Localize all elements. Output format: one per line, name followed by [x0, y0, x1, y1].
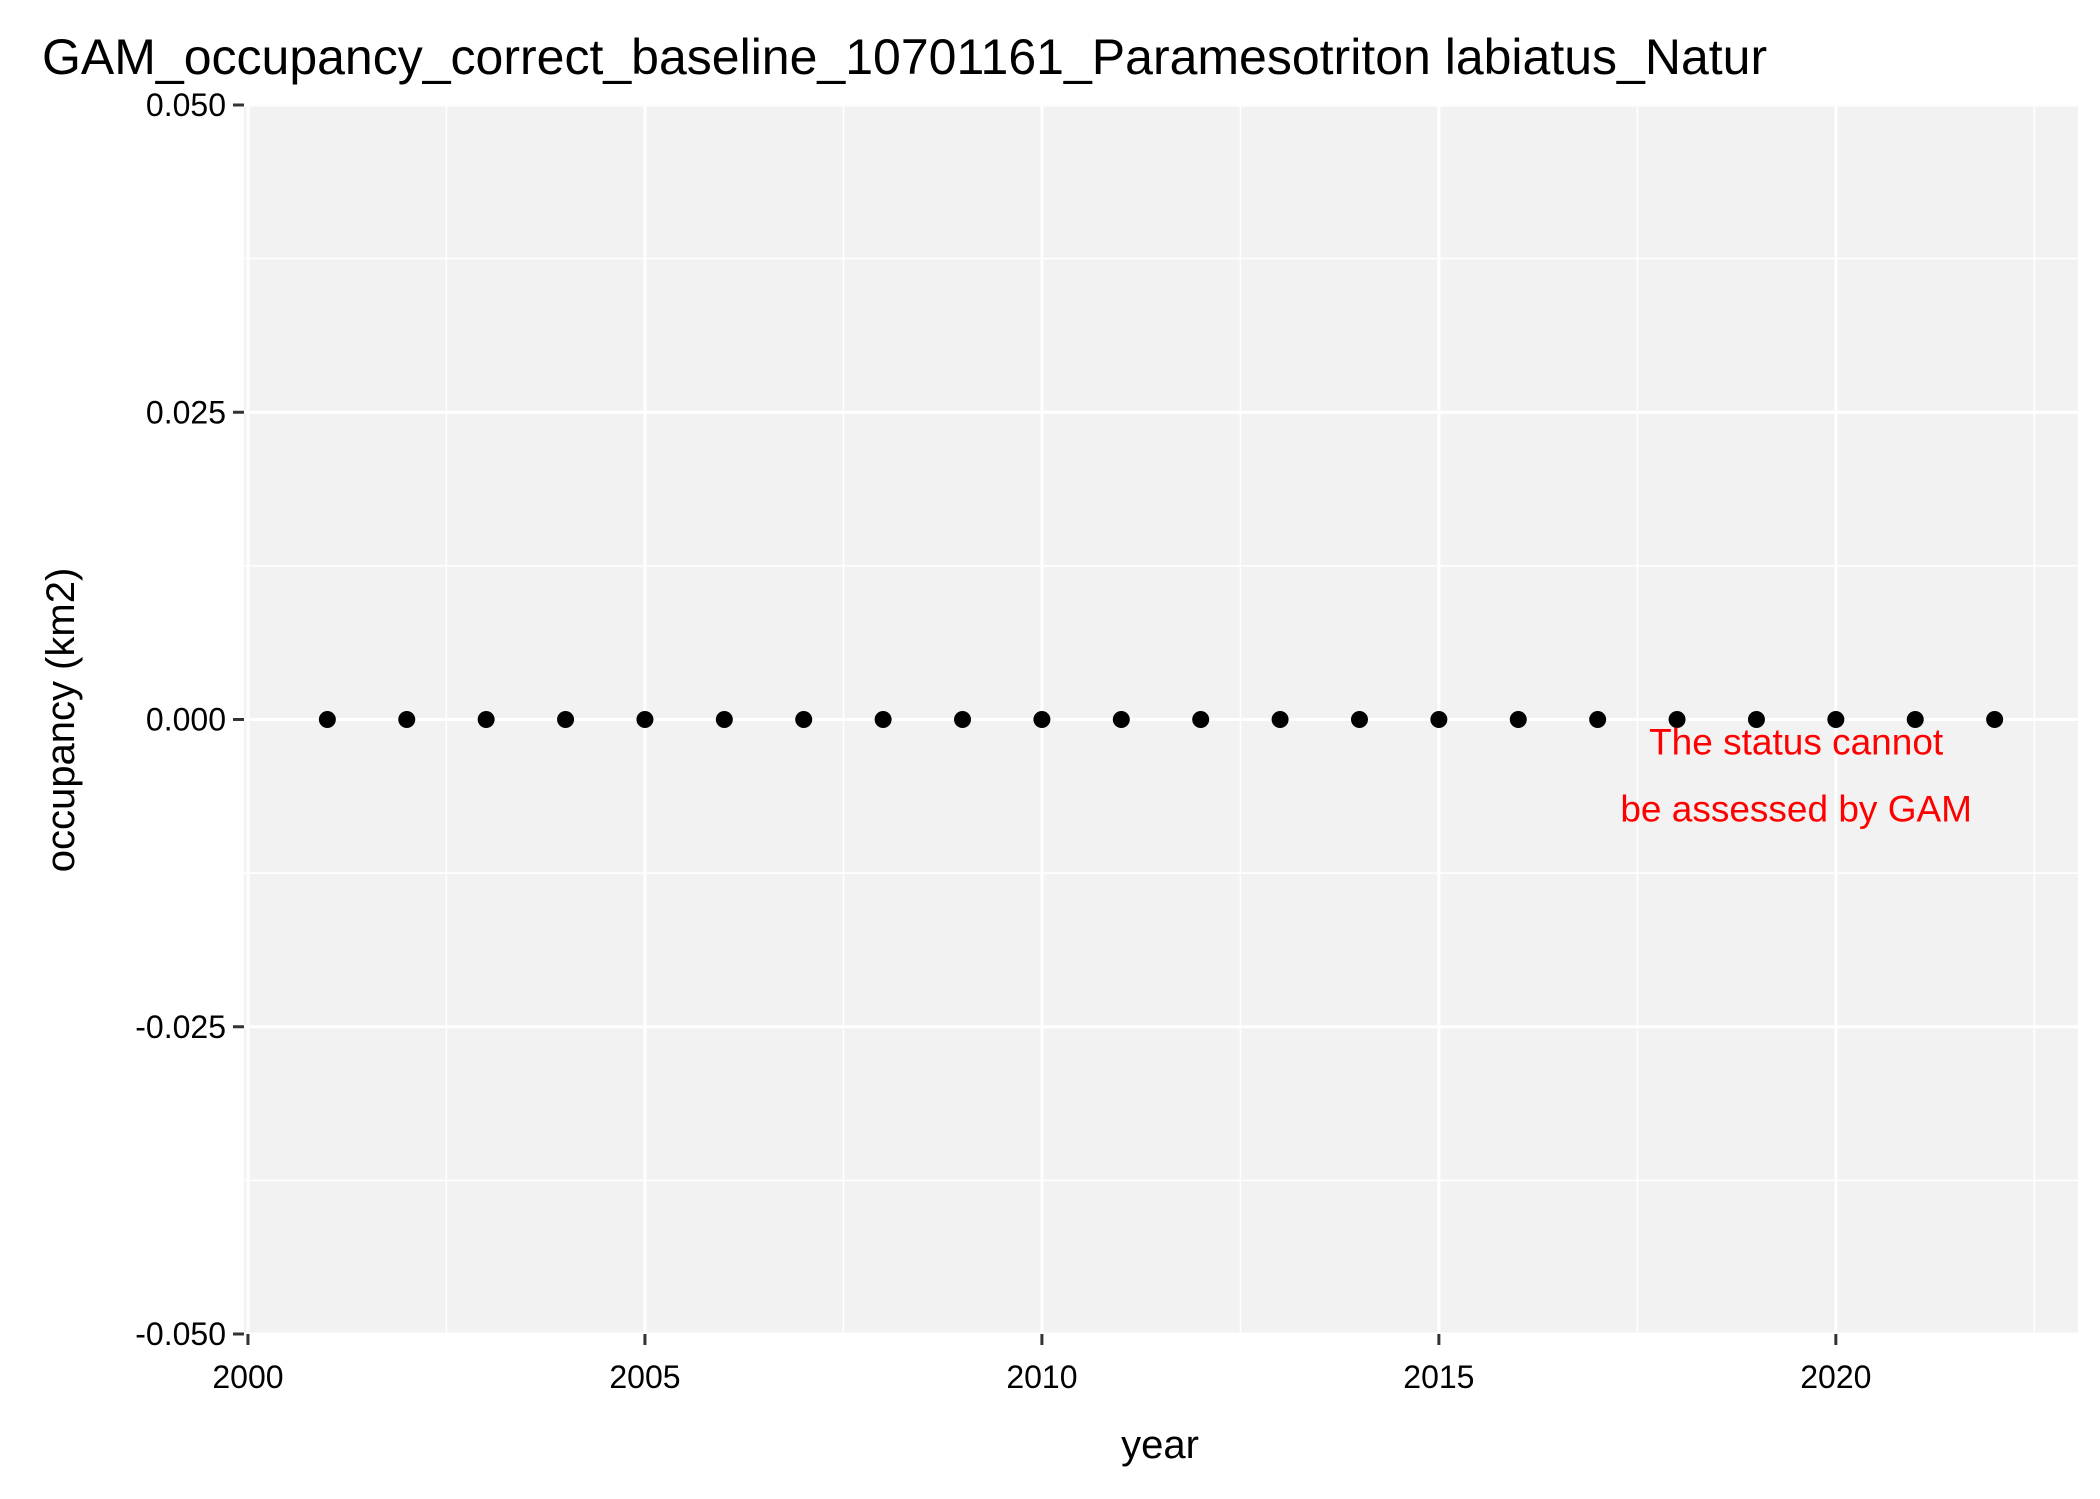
data-point [1430, 711, 1448, 728]
y-tick-label: -0.025 [135, 1009, 226, 1045]
data-point [1906, 711, 1924, 728]
data-point [1827, 711, 1845, 728]
data-point [557, 711, 575, 728]
data-point [1112, 711, 1130, 728]
data-point [318, 711, 336, 728]
y-tick-label: 0.000 [146, 702, 226, 738]
data-point [1747, 711, 1765, 728]
annotation: The status cannot be assessed by GAM [1620, 721, 1972, 829]
data-point [715, 711, 733, 728]
data-point [398, 711, 416, 728]
data-point [1271, 711, 1289, 728]
data-point [1350, 711, 1368, 728]
x-tick-label: 2020 [1800, 1359, 1871, 1395]
x-tick-label: 2005 [609, 1359, 680, 1395]
y-tick-label: -0.050 [135, 1316, 226, 1352]
y-axis: 0.050 0.025 0.000 -0.025 -0.050 [135, 87, 244, 1352]
data-point [1668, 711, 1686, 728]
x-tick-label: 2010 [1006, 1359, 1077, 1395]
data-points [318, 711, 2004, 728]
data-point [874, 711, 892, 728]
data-point [1192, 711, 1210, 728]
x-axis-title: year [1121, 1423, 1199, 1467]
chart-title: GAM_occupancy_correct_baseline_10701161_… [42, 29, 1767, 85]
x-tick-label: 2000 [212, 1359, 283, 1395]
data-point [954, 711, 972, 728]
x-axis: 2000 2005 2010 2015 2020 [212, 1334, 1871, 1395]
data-point [1033, 711, 1051, 728]
y-tick-label: 0.025 [146, 394, 226, 430]
data-point [795, 711, 813, 728]
data-point [636, 711, 654, 728]
x-tick-label: 2015 [1403, 1359, 1474, 1395]
annotation-line: be assessed by GAM [1620, 788, 1972, 829]
y-tick-label: 0.050 [146, 87, 226, 123]
annotation-line: The status cannot [1649, 721, 1944, 762]
data-point [1589, 711, 1607, 728]
data-point [477, 711, 495, 728]
y-axis-title: occupancy (km2) [39, 568, 83, 873]
data-point [1986, 711, 2004, 728]
data-point [1509, 711, 1527, 728]
